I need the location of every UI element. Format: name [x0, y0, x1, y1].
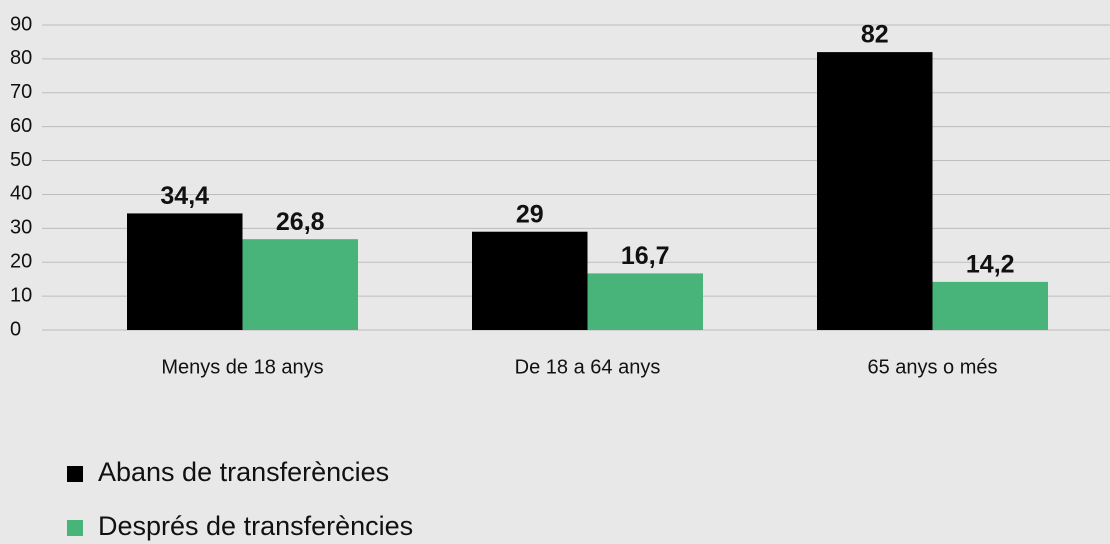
value-label: 29	[516, 200, 544, 228]
value-label: 34,4	[160, 182, 209, 210]
x-tick-label: De 18 a 64 anys	[515, 356, 661, 378]
bar	[472, 231, 588, 330]
bar	[127, 213, 243, 330]
y-tick-label: 60	[10, 115, 32, 137]
y-tick-label: 40	[10, 183, 32, 205]
legend-swatch	[67, 466, 83, 482]
y-tick-label: 30	[10, 217, 32, 239]
value-label: 82	[861, 21, 889, 49]
y-tick-label: 90	[10, 13, 32, 35]
y-tick-label: 80	[10, 47, 32, 69]
y-tick-label: 10	[10, 284, 32, 306]
x-tick-label: 65 anys o més	[867, 356, 997, 378]
y-tick-label: 70	[10, 81, 32, 103]
value-label: 26,8	[276, 208, 325, 236]
bar	[587, 273, 703, 330]
value-label: 14,2	[966, 250, 1015, 278]
bar	[932, 281, 1048, 330]
x-tick-label: Menys de 18 anys	[161, 356, 323, 378]
legend-label: Abans de transferències	[98, 457, 389, 487]
bar	[242, 239, 358, 330]
legend-label: Després de transferències	[98, 511, 413, 541]
bar	[817, 52, 933, 330]
y-tick-label: 50	[10, 149, 32, 171]
value-label: 16,7	[621, 242, 670, 270]
y-tick-label: 0	[10, 318, 21, 340]
y-tick-label: 20	[10, 251, 32, 273]
legend-swatch	[67, 520, 83, 536]
